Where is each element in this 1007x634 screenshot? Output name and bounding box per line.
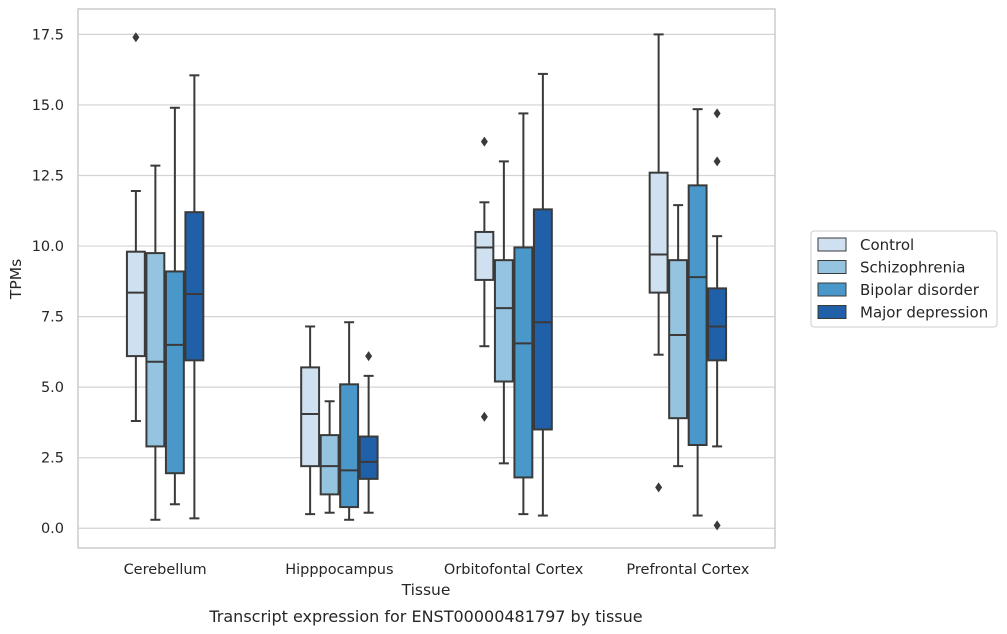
y-tick-label: 2.5: [41, 451, 64, 467]
box-control: [300, 325, 321, 516]
outlier-point: [365, 351, 373, 362]
y-tick-label: 17.5: [32, 27, 64, 43]
box-body: [707, 287, 728, 362]
outlier-point: [713, 108, 721, 119]
box-body: [300, 366, 321, 468]
x-tick-label: Orbitofontal Cortex: [444, 562, 584, 578]
outlier-point: [132, 32, 140, 43]
outlier-point: [480, 136, 488, 147]
box-body: [532, 208, 553, 431]
box-major-depression: [184, 74, 205, 520]
legend-label: Schizophrenia: [860, 259, 965, 277]
box-body: [648, 171, 669, 294]
x-axis-label: Tissue: [401, 581, 451, 599]
box-body: [164, 270, 185, 475]
legend-swatch: [817, 260, 847, 274]
legend: Control Schizophrenia Bipolar disorder Majo…: [810, 230, 998, 328]
box-bipolar-disorder: [513, 112, 534, 516]
y-tick-label: 0.0: [41, 521, 64, 537]
box-schizophrenia: [319, 400, 340, 514]
legend-swatch: [817, 237, 847, 252]
box-body: [687, 184, 708, 446]
box-schizophrenia: [668, 204, 689, 468]
x-tick-label: Cerebellum: [124, 562, 207, 578]
box-body: [668, 259, 689, 420]
box-body: [184, 211, 205, 362]
x-tick-label: Prefrontal Cortex: [626, 562, 749, 578]
legend-label: Control: [860, 236, 914, 254]
outlier-point: [655, 482, 663, 493]
box-major-depression: [532, 72, 553, 517]
box-series: [125, 32, 728, 531]
plot-frame: [77, 8, 776, 549]
x-tick-label: Hipppocampus: [285, 562, 393, 578]
legend-swatch: [817, 305, 847, 319]
legend-frame: [810, 230, 998, 328]
outlier-point: [480, 411, 488, 422]
box-body: [493, 259, 514, 383]
y-tick-label: 5.0: [41, 380, 64, 396]
y-axis-label: TPMs: [7, 259, 25, 300]
box-body: [474, 230, 495, 281]
box-body: [339, 383, 360, 509]
box-schizophrenia: [493, 160, 514, 465]
box-body: [319, 434, 340, 496]
box-control: [648, 33, 669, 493]
legend-swatch: [817, 282, 847, 297]
y-tick-label: 15.0: [32, 98, 64, 114]
chart-caption: Transcript expression for ENST0000048179…: [208, 607, 642, 626]
outlier-point: [713, 520, 721, 531]
y-axis-ticks: 0.0 2.5 5.0 7.5 10.0 12.5 15.0 17.5: [32, 27, 64, 537]
y-tick-label: 12.5: [32, 168, 64, 184]
box-body: [145, 252, 166, 448]
y-tick-label: 10.0: [32, 239, 64, 255]
box-control: [474, 136, 495, 422]
box-major-depression: [358, 351, 379, 514]
outlier-point: [713, 156, 721, 167]
box-body: [125, 250, 146, 358]
legend-label: Bipolar disorder: [860, 281, 980, 299]
y-tick-label: 7.5: [41, 310, 64, 326]
box-control: [125, 32, 146, 423]
legend-label: Major depression: [860, 304, 988, 322]
box-bipolar-disorder: [687, 108, 708, 517]
box-schizophrenia: [145, 164, 166, 521]
box-major-depression: [707, 108, 728, 531]
box-bipolar-disorder: [339, 321, 360, 521]
box-body: [358, 435, 379, 480]
x-axis-ticks: Cerebellum Hipppocampus Orbitofontal Corte…: [124, 562, 750, 578]
box-body: [513, 246, 534, 479]
box-bipolar-disorder: [164, 106, 185, 506]
